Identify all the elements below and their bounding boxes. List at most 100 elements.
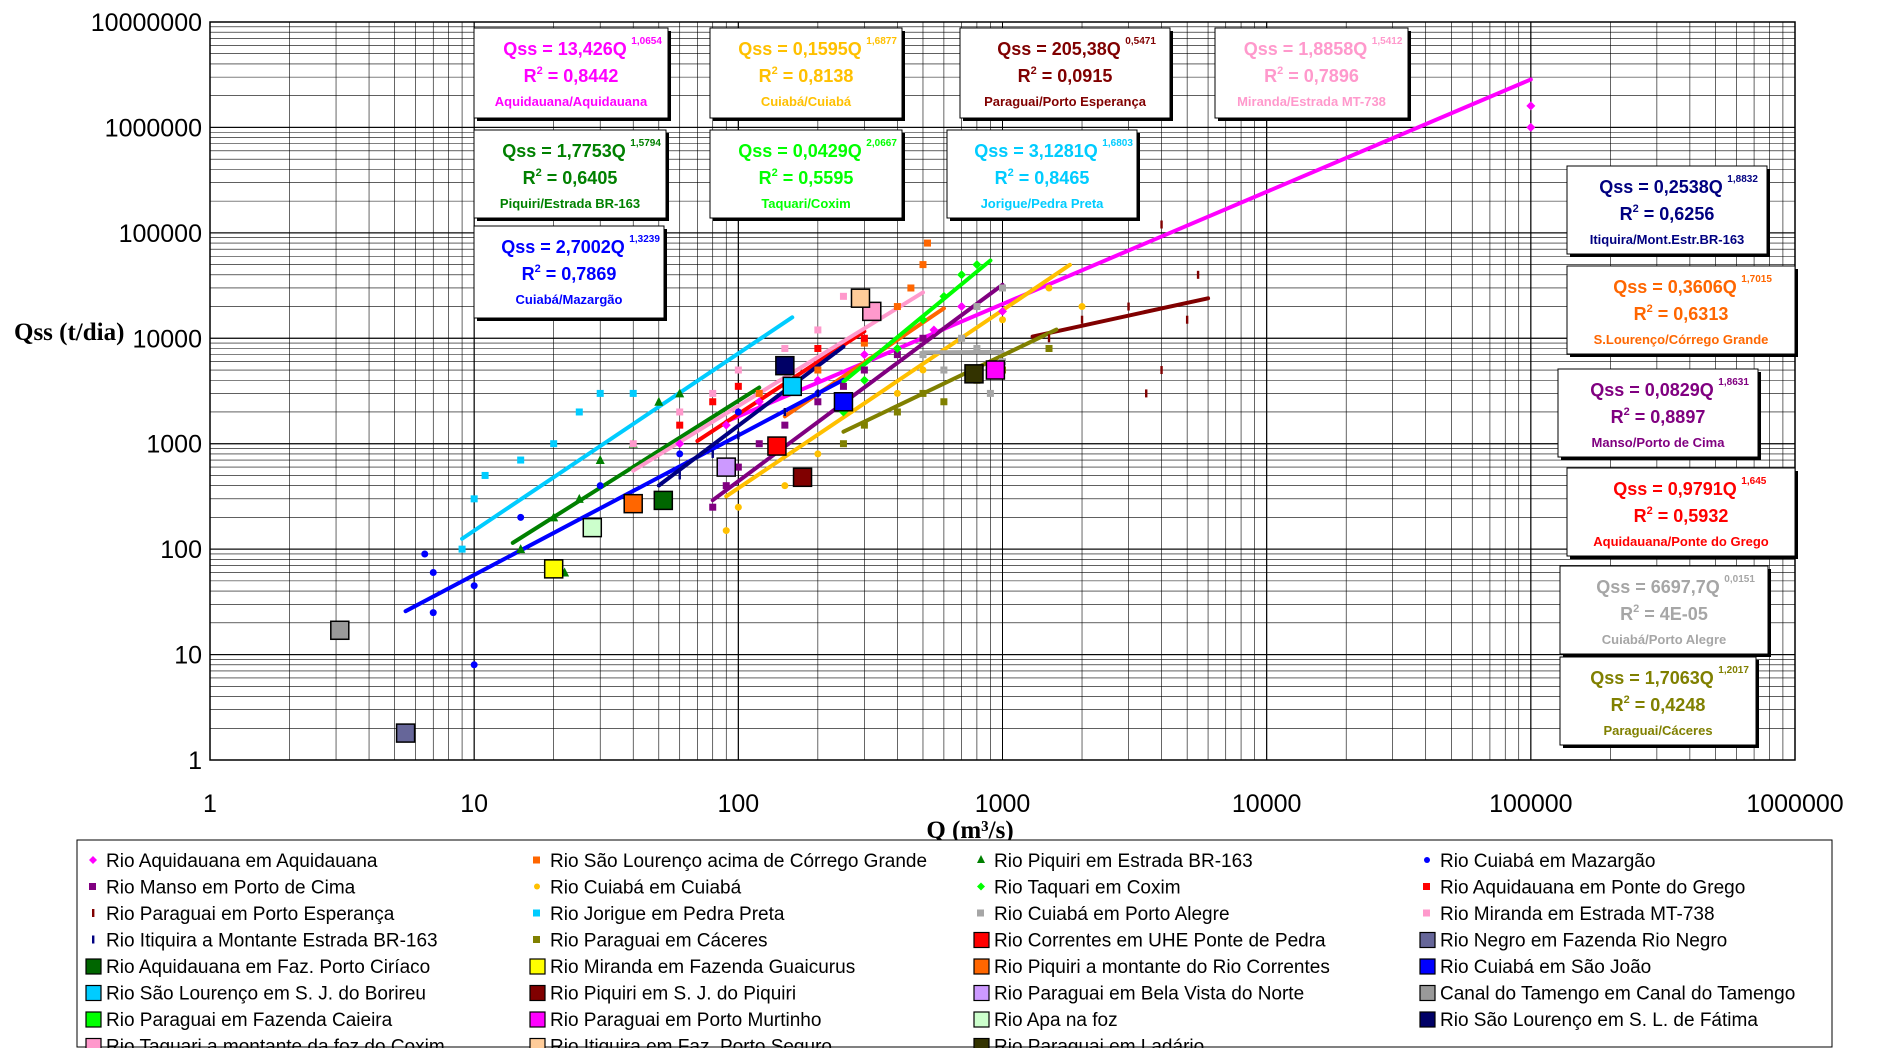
data-point xyxy=(1185,315,1189,324)
r2-superscript: 2 xyxy=(1633,603,1639,615)
data-point xyxy=(859,375,869,385)
data-point xyxy=(676,408,684,416)
legend-item: Rio Negro em Fazenda Rio Negro xyxy=(1419,931,1727,952)
data-point xyxy=(734,463,742,471)
r2-superscript: 2 xyxy=(772,167,778,179)
equation-formula: Qss = 13,426Q xyxy=(503,39,627,59)
data-point xyxy=(999,284,1006,292)
r2-superscript: 2 xyxy=(1647,303,1653,315)
r2-superscript: 2 xyxy=(1624,406,1630,418)
data-point xyxy=(429,569,437,577)
data-point xyxy=(1196,270,1200,279)
data-point xyxy=(458,545,466,553)
data-point xyxy=(940,398,948,406)
equation-exponent: 1,5794 xyxy=(630,138,661,149)
legend-marker xyxy=(1419,984,1436,1002)
data-point xyxy=(986,389,994,397)
data-point xyxy=(1080,315,1084,324)
r2-symbol: R xyxy=(1611,695,1624,715)
r2-symbol: R xyxy=(1620,204,1633,224)
data-point xyxy=(783,407,787,416)
r2-value: = 0,6405 xyxy=(542,168,618,188)
legend-item: Canal do Tamengo em Canal do Tamengo xyxy=(1419,984,1795,1005)
data-point xyxy=(721,420,731,430)
equation-station: Cuiabá/Porto Alegre xyxy=(1602,632,1726,647)
data-point xyxy=(859,350,869,360)
data-point xyxy=(421,550,429,558)
y-tick-label: 10000 xyxy=(132,325,202,353)
legend-marker xyxy=(529,1011,546,1028)
legend-marker xyxy=(85,1037,102,1048)
data-point xyxy=(839,440,847,448)
equation-box-cuiaba_maz: Qss = 2,7002Q 1,3239 R2 = 0,7869 Cuiabá/Maz… xyxy=(473,225,667,321)
legend-marker xyxy=(973,931,990,949)
legend-label: Rio Aquidauana em Ponte do Grego xyxy=(1440,878,1745,899)
legend-item: Rio São Lourenço acima de Córrego Grande xyxy=(533,851,927,872)
data-point xyxy=(813,375,823,385)
data-point xyxy=(470,495,478,503)
r2-value: = 0,8442 xyxy=(543,66,619,86)
equation-formula: Qss = 6697,7Q xyxy=(1596,577,1720,597)
data-point xyxy=(964,364,984,384)
equation-box-cuiaba_pa: Qss = 6697,7Q 0,0151 R2 = 4E-05 Cuiabá/Port… xyxy=(1559,565,1771,657)
equation-r2: R2 = 0,5932 xyxy=(1634,505,1729,526)
r2-value: = 0,0915 xyxy=(1037,66,1113,86)
legend-label: Rio Negro em Fazenda Rio Negro xyxy=(1440,931,1727,952)
legend-label: Rio Miranda em Estrada MT-738 xyxy=(1440,904,1715,925)
r2-value: = 0,8897 xyxy=(1630,407,1706,427)
legend-label: Rio Piquiri a montante do Rio Correntes xyxy=(994,957,1330,978)
data-point xyxy=(623,493,643,514)
data-point xyxy=(543,559,564,579)
data-point xyxy=(814,366,822,374)
data-point xyxy=(816,389,820,398)
legend-label: Rio Miranda em Fazenda Guaicurus xyxy=(550,957,855,978)
data-point xyxy=(860,366,868,374)
data-point xyxy=(919,261,927,269)
data-point xyxy=(781,482,789,490)
data-point xyxy=(957,270,967,280)
legend-marker xyxy=(973,1037,990,1048)
x-tick-label: 100 xyxy=(717,790,759,818)
legend-item: Rio Manso em Porto de Cima xyxy=(89,878,356,899)
equation-box-aquid_pg: Qss = 0,9791Q 1,645 R2 = 0,5932 Aquidauana/… xyxy=(1566,467,1798,559)
x-tick-label: 1000000 xyxy=(1746,790,1843,818)
x-tick-label: 1000 xyxy=(975,790,1031,818)
legend-label: Rio Piquiri em Estrada BR-163 xyxy=(994,851,1253,872)
equation-box-jorigue: Qss = 3,1281Q 1,6803 R2 = 0,8465 Jorigue/Pe… xyxy=(946,129,1140,221)
equation-formula: Qss = 0,0429Q xyxy=(738,141,862,161)
data-point xyxy=(893,351,901,359)
data-point xyxy=(814,345,822,353)
data-point xyxy=(709,389,717,397)
data-point xyxy=(1127,302,1130,311)
data-point xyxy=(654,396,664,406)
data-point xyxy=(653,490,674,511)
legend-label: Rio Manso em Porto de Cima xyxy=(106,878,356,899)
equation-exponent: 1,5412 xyxy=(1372,36,1403,47)
legend-item: Rio Cuiabá em Porto Alegre xyxy=(977,904,1230,925)
legend-marker xyxy=(1419,931,1436,949)
legend-marker xyxy=(85,958,102,975)
equation-box-miranda: Qss = 1,8858Q 1,5412 R2 = 0,7896 Miranda/Es… xyxy=(1214,27,1411,121)
data-point xyxy=(972,260,982,270)
legend-marker xyxy=(85,984,102,1002)
equation-exponent: 0,5471 xyxy=(1125,36,1156,47)
r2-symbol: R xyxy=(995,168,1008,188)
data-point xyxy=(775,355,795,376)
legend-label: Rio São Lourenço acima de Córrego Grande xyxy=(550,851,927,872)
legend-marker xyxy=(973,1011,990,1028)
equation-box-itiquira: Qss = 0,2538Q 1,8832 R2 = 0,6256 Itiquira/M… xyxy=(1566,165,1770,257)
r2-value: = 0,4248 xyxy=(1630,695,1706,715)
data-point xyxy=(1160,366,1163,375)
equation-exponent: 1,0654 xyxy=(631,36,662,47)
legend-item: Rio Itiquira a Montante Estrada BR-163 xyxy=(92,931,438,952)
data-point xyxy=(429,609,437,617)
legend-item: Rio Correntes em UHE Ponte de Pedra xyxy=(973,931,1326,952)
fit-line xyxy=(631,290,925,473)
data-point xyxy=(709,503,717,511)
data-point xyxy=(985,360,1006,380)
data-point xyxy=(781,345,789,353)
equation-formula: Qss = 0,2538Q xyxy=(1599,177,1723,197)
equation-box-paraguai_c: Qss = 1,7063Q 1,2017 R2 = 0,4248 Paraguai/C… xyxy=(1559,656,1759,748)
data-point xyxy=(839,382,847,390)
